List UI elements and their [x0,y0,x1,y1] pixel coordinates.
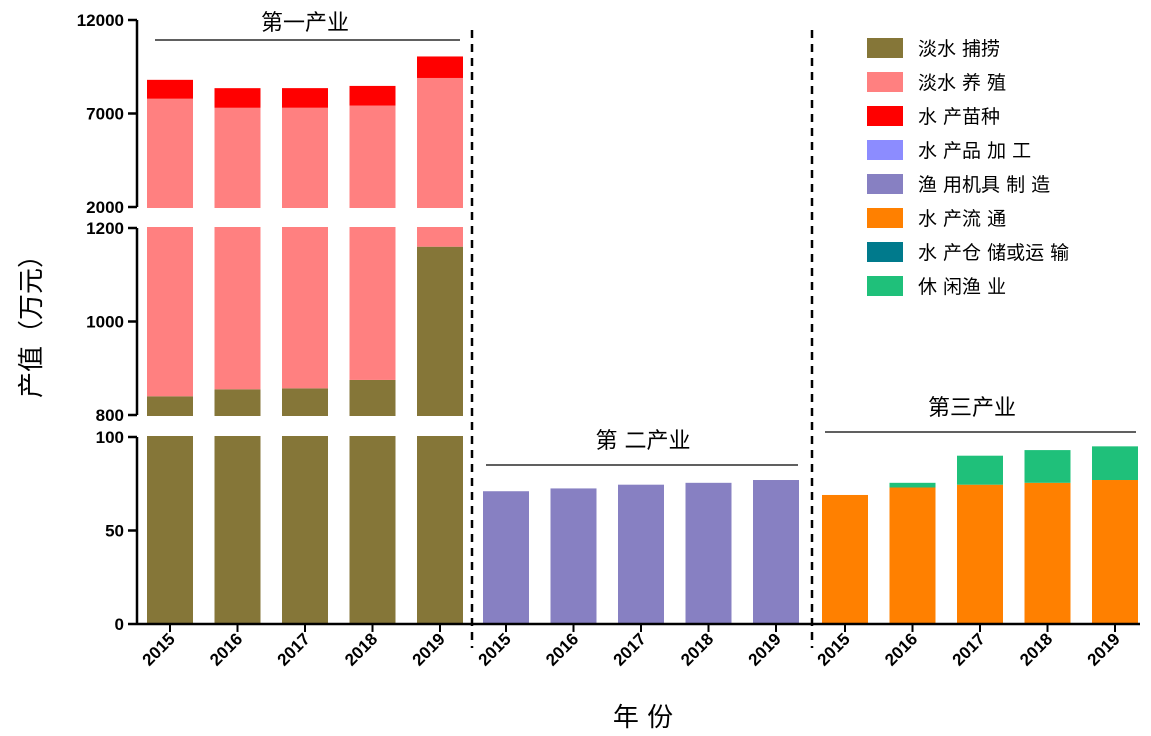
legend-swatch [867,174,903,194]
bar-2017-segment [282,107,328,389]
bar-2018-segment [685,482,732,624]
legend-label: 水 产品 加 工 [918,140,1031,162]
bar-2015-segment [147,79,193,99]
legend-label: 渔 用机具 制 造 [918,174,1050,196]
x-tick-label: 2018 [1016,629,1056,669]
bar-2019-segment [1092,480,1138,624]
bar-2016-segment [889,482,936,488]
x-tick-label: 2018 [341,629,381,669]
bar-2018-segment [1024,450,1071,483]
legend-label: 水 产苗种 [918,106,1000,128]
bar-2017-segment [957,455,1003,485]
y-tick-label: 100 [96,428,124,447]
x-tick-label: 2019 [1084,629,1124,669]
bar-2019-segment [1092,446,1138,481]
x-tick-label: 2019 [409,629,449,669]
legend-swatch [867,208,903,228]
x-tick-label: 2017 [610,629,650,669]
axis-break-gap [138,416,474,436]
bar-2017-segment [957,484,1003,624]
x-tick-label: 2019 [745,629,785,669]
bar-2016-segment [214,88,261,108]
x-tick-label: 2016 [206,629,246,669]
x-tick-label: 2016 [881,629,921,669]
legend-swatch [867,276,903,296]
legend-label: 休 闲渔 业 [918,276,1006,298]
y-tick-label: 2000 [86,198,124,217]
legend-swatch [867,72,903,92]
bar-2016-segment [889,487,936,624]
x-tick-label: 2018 [677,629,717,669]
bar-2016-segment [550,488,597,624]
x-tick-label: 2016 [542,629,582,669]
bar-2018-segment [1024,482,1071,624]
legend-swatch [867,38,903,58]
axis-break-gap [138,208,474,227]
group-title: 第 二产业 [596,429,691,454]
bar-2018-segment [349,85,396,106]
bar-2017-segment [618,484,664,624]
y-tick-label: 1000 [86,313,124,332]
bar-2015-segment [822,494,868,624]
bar-2016-segment [214,107,261,390]
legend-label: 淡水 捕捞 [918,38,1000,60]
group-title: 第一产业 [261,11,349,36]
bar-2018-segment [349,105,396,380]
legend-swatch [867,106,903,126]
legend-swatch [867,140,903,160]
x-axis-ticks: 2015 2016 2017 2018 2019 2015 2016 2017 2018 2019… [139,624,1124,670]
y-tick-label: 12000 [77,11,124,30]
legend-label: 水 产仓 储或运 输 [918,242,1069,264]
y-tick-label: 0 [115,615,124,634]
y-axis-label: 产值（万元） [17,242,47,398]
bar-2019-segment [417,56,463,78]
x-tick-label: 2017 [274,629,314,669]
group-title: 第三产业 [928,396,1016,421]
x-tick-label: 2015 [475,629,515,669]
y-tick-label: 50 [105,522,124,541]
y-tick-label: 800 [96,406,124,425]
x-tick-label: 2015 [139,629,179,669]
bar-2017-segment [282,88,328,108]
y-tick-label: 1200 [86,219,124,238]
legend-swatch [867,242,903,262]
x-axis-label: 年 份 [613,703,673,733]
bar-2015-segment [483,491,529,624]
bar-2019-segment [753,480,799,624]
x-tick-label: 2015 [814,629,854,669]
bar-2015-segment [147,98,193,397]
group-separators [470,30,814,648]
y-tick-label: 7000 [86,105,124,124]
bars-layer [138,56,1138,624]
legend-label: 淡水 养 殖 [918,72,1006,94]
legend-label: 水 产流 通 [918,208,1006,230]
x-tick-label: 2017 [949,629,989,669]
